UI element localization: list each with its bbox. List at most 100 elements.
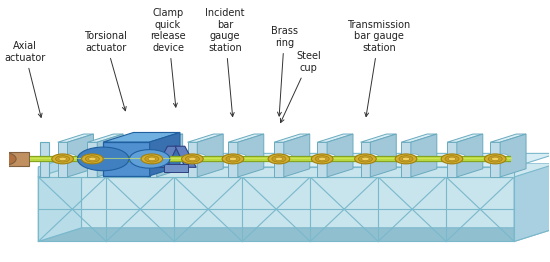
Circle shape bbox=[272, 156, 286, 162]
Circle shape bbox=[89, 157, 96, 161]
Polygon shape bbox=[500, 134, 526, 177]
Polygon shape bbox=[228, 142, 238, 177]
Circle shape bbox=[409, 154, 419, 159]
Circle shape bbox=[399, 156, 413, 162]
Polygon shape bbox=[370, 134, 396, 177]
Polygon shape bbox=[401, 134, 437, 142]
Text: Axial
actuator: Axial actuator bbox=[4, 41, 46, 117]
Circle shape bbox=[485, 154, 506, 164]
Circle shape bbox=[441, 154, 463, 164]
Polygon shape bbox=[1, 152, 29, 166]
Polygon shape bbox=[228, 134, 264, 142]
Circle shape bbox=[275, 157, 283, 161]
Circle shape bbox=[368, 154, 378, 159]
Polygon shape bbox=[327, 134, 353, 177]
Polygon shape bbox=[457, 134, 483, 177]
Polygon shape bbox=[156, 146, 177, 167]
Circle shape bbox=[235, 154, 246, 159]
Circle shape bbox=[315, 156, 329, 162]
Circle shape bbox=[229, 157, 236, 161]
Polygon shape bbox=[40, 142, 49, 177]
Circle shape bbox=[145, 156, 159, 162]
Circle shape bbox=[81, 154, 103, 164]
Circle shape bbox=[129, 150, 170, 168]
Circle shape bbox=[445, 156, 459, 162]
Polygon shape bbox=[491, 142, 500, 177]
Circle shape bbox=[195, 154, 206, 159]
Polygon shape bbox=[103, 133, 180, 142]
Polygon shape bbox=[401, 142, 411, 177]
Text: Steel
cup: Steel cup bbox=[280, 51, 321, 123]
Polygon shape bbox=[39, 153, 81, 177]
Circle shape bbox=[154, 154, 165, 159]
Circle shape bbox=[0, 152, 16, 166]
Polygon shape bbox=[317, 134, 353, 142]
Polygon shape bbox=[164, 164, 188, 172]
Circle shape bbox=[78, 147, 129, 171]
Polygon shape bbox=[274, 142, 284, 177]
Polygon shape bbox=[58, 142, 68, 177]
Polygon shape bbox=[238, 134, 264, 177]
Circle shape bbox=[95, 154, 106, 159]
Text: Torsional
actuator: Torsional actuator bbox=[85, 31, 127, 111]
Polygon shape bbox=[491, 134, 526, 142]
Polygon shape bbox=[188, 142, 197, 177]
Polygon shape bbox=[58, 134, 94, 142]
Circle shape bbox=[59, 157, 67, 161]
Circle shape bbox=[268, 154, 290, 164]
Text: Incident
bar
gauge
station: Incident bar gauge station bbox=[205, 8, 245, 117]
Polygon shape bbox=[361, 134, 396, 142]
Polygon shape bbox=[317, 142, 327, 177]
Circle shape bbox=[448, 157, 456, 161]
Circle shape bbox=[226, 156, 240, 162]
Circle shape bbox=[498, 154, 508, 159]
Polygon shape bbox=[68, 134, 94, 177]
Circle shape bbox=[359, 156, 372, 162]
Circle shape bbox=[395, 154, 417, 164]
Circle shape bbox=[141, 154, 163, 164]
Polygon shape bbox=[411, 134, 437, 177]
Circle shape bbox=[56, 156, 70, 162]
Polygon shape bbox=[447, 134, 483, 142]
Circle shape bbox=[185, 156, 200, 162]
Polygon shape bbox=[39, 153, 550, 167]
Text: Clamp
quick
release
device: Clamp quick release device bbox=[150, 8, 186, 107]
Circle shape bbox=[182, 154, 203, 164]
Polygon shape bbox=[175, 146, 196, 167]
Text: Brass
ring: Brass ring bbox=[271, 26, 298, 116]
Circle shape bbox=[85, 156, 100, 162]
Circle shape bbox=[492, 157, 499, 161]
Circle shape bbox=[318, 157, 326, 161]
Polygon shape bbox=[39, 228, 550, 242]
Polygon shape bbox=[361, 142, 370, 177]
Circle shape bbox=[454, 154, 465, 159]
Circle shape bbox=[488, 156, 502, 162]
Polygon shape bbox=[514, 163, 550, 242]
Circle shape bbox=[324, 154, 336, 159]
Circle shape bbox=[362, 157, 369, 161]
Polygon shape bbox=[147, 142, 157, 177]
Polygon shape bbox=[188, 134, 223, 142]
Circle shape bbox=[148, 157, 156, 161]
Polygon shape bbox=[147, 134, 183, 142]
Polygon shape bbox=[284, 134, 310, 177]
Polygon shape bbox=[157, 134, 183, 177]
Polygon shape bbox=[97, 134, 123, 177]
Circle shape bbox=[311, 154, 333, 164]
Polygon shape bbox=[103, 142, 150, 176]
Circle shape bbox=[65, 154, 76, 159]
Circle shape bbox=[189, 157, 196, 161]
Polygon shape bbox=[39, 163, 81, 242]
Polygon shape bbox=[87, 134, 123, 142]
Text: Transmission
bar gauge
station: Transmission bar gauge station bbox=[348, 20, 411, 117]
Polygon shape bbox=[447, 142, 457, 177]
Circle shape bbox=[52, 154, 73, 164]
Polygon shape bbox=[150, 133, 180, 176]
Polygon shape bbox=[81, 163, 550, 228]
Circle shape bbox=[222, 154, 244, 164]
Polygon shape bbox=[274, 134, 310, 142]
Circle shape bbox=[402, 157, 410, 161]
Polygon shape bbox=[39, 167, 514, 177]
Circle shape bbox=[355, 154, 376, 164]
Polygon shape bbox=[87, 142, 97, 177]
